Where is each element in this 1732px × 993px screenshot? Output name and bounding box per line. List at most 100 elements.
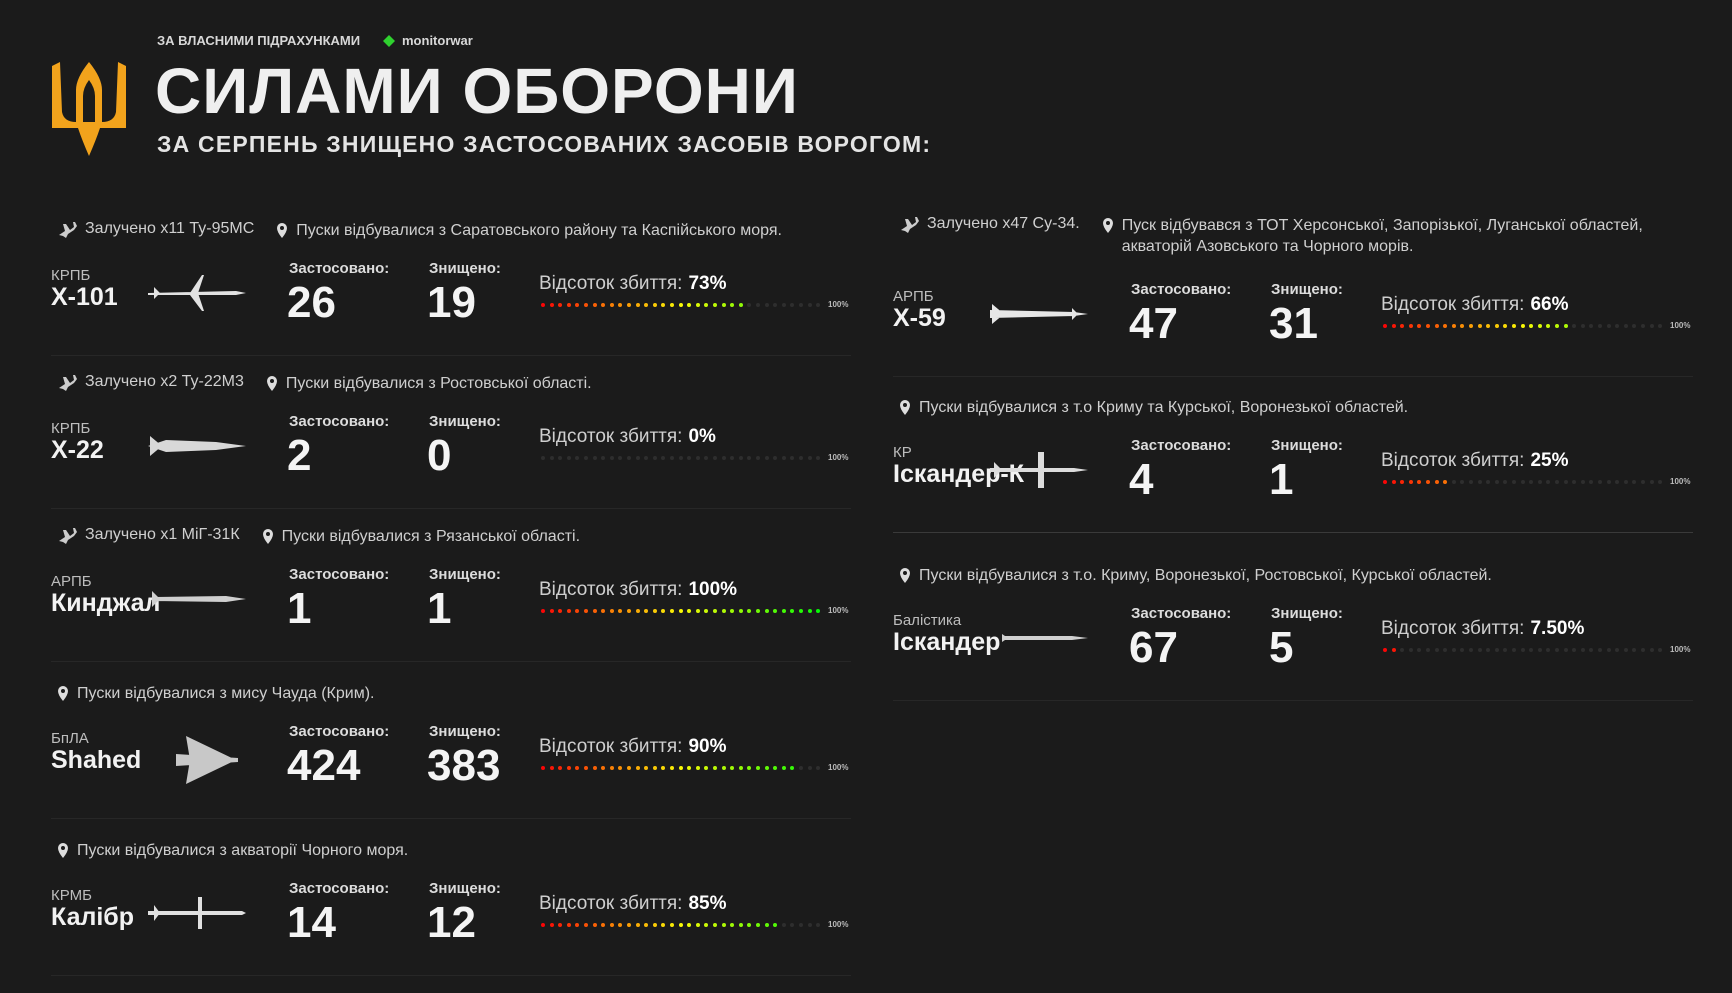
rate-dot-empty xyxy=(541,456,545,460)
rate-dot xyxy=(747,923,752,927)
weapon-icon xyxy=(146,273,248,326)
rate-dot xyxy=(695,609,700,613)
rate-dot xyxy=(566,766,571,770)
rate-dot xyxy=(747,766,752,770)
scale-label: 100% xyxy=(828,920,849,929)
rate-dot xyxy=(1400,480,1405,484)
rate-dot xyxy=(661,609,666,613)
rate-dot xyxy=(644,923,649,927)
source: monitorwar xyxy=(402,33,473,48)
rate-dot xyxy=(1383,648,1387,652)
rate-dot-empty xyxy=(1580,648,1585,652)
item-header: Залучено х47 Су-34. Пуск відбувався з ТОТ… xyxy=(899,215,1712,257)
launch: Пуск відбувався з ТОТ Херсонської, Запор… xyxy=(1121,217,1643,255)
rate-dot xyxy=(575,923,580,927)
rate-dot xyxy=(799,609,803,613)
rate-dot-empty xyxy=(652,456,657,460)
rate-dot-empty xyxy=(1563,480,1568,484)
rate-dot-empty xyxy=(1503,648,1508,652)
rate-dot xyxy=(652,609,657,613)
rate-dot xyxy=(790,609,795,613)
pin-icon xyxy=(57,842,69,864)
rate-dot-empty xyxy=(790,303,795,307)
rate-dot-empty xyxy=(1469,648,1473,652)
rate-dot xyxy=(704,923,709,927)
rate-dot-empty xyxy=(1572,648,1577,652)
rate-dot-empty xyxy=(1451,480,1456,484)
rate-dot xyxy=(549,609,554,613)
rate-dot xyxy=(1426,480,1430,484)
destroyed-label: Знищено: xyxy=(429,260,501,277)
weapon-name: Іскандер xyxy=(893,628,1001,656)
rate-dot xyxy=(1417,480,1422,484)
rate-dot-empty xyxy=(1641,648,1645,652)
carrier: Залучено х47 Су-34. xyxy=(927,215,1080,232)
destroyed-value: 12 xyxy=(427,898,476,947)
rate-dot xyxy=(627,766,631,770)
rate-dot xyxy=(1451,324,1456,328)
rate: Відсоток збиття: 90% xyxy=(539,736,727,758)
rate-dot-empty xyxy=(609,456,614,460)
weapon-class: КРМБ xyxy=(51,887,92,904)
carrier: Залучено х2 Ту-22М3 xyxy=(85,373,244,390)
rate-dot-empty xyxy=(1546,480,1551,484)
rate-dot-empty xyxy=(807,456,812,460)
rate-dot xyxy=(609,923,614,927)
rate-dot xyxy=(1477,324,1482,328)
rate-dot-empty xyxy=(799,456,803,460)
separator xyxy=(51,818,851,819)
rate-dot xyxy=(584,303,588,307)
rate: Відсоток збиття: 73% xyxy=(539,273,727,295)
rate-dot-empty xyxy=(807,766,812,770)
rate-dot xyxy=(1546,324,1551,328)
rate-dot xyxy=(1563,324,1568,328)
scale-label: 100% xyxy=(1670,645,1691,654)
rate-dot-empty xyxy=(644,456,649,460)
trident-logo xyxy=(52,62,126,156)
item-header: Залучено х2 Ту-22М3 Пуски відбувалися з Р… xyxy=(57,373,592,397)
rate-dot xyxy=(592,923,597,927)
used-value: 47 xyxy=(1129,299,1178,348)
rate-dot xyxy=(1503,324,1508,328)
rate-dot xyxy=(713,766,717,770)
rate-dot-empty xyxy=(1580,324,1585,328)
rate-dot xyxy=(661,303,666,307)
weapon-class: АРПБ xyxy=(893,288,934,305)
used-label: Застосовано: xyxy=(289,260,390,277)
rate-dot-empty xyxy=(1563,648,1568,652)
rate-dot xyxy=(670,303,674,307)
weapon-class: КРПБ xyxy=(51,420,91,437)
carrier: Залучено х11 Ту-95МС xyxy=(85,220,255,237)
rate-dot xyxy=(652,923,657,927)
used-value: 2 xyxy=(287,431,312,480)
item-header: Пуски відбувалися з т.о. Криму, Воронезь… xyxy=(899,565,1492,589)
rate: Відсоток збиття: 100% xyxy=(539,579,737,601)
destroyed-label: Знищено: xyxy=(429,566,501,583)
kicker: ЗА ВЛАСНИМИ ПІДРАХУНКАМИ xyxy=(157,33,361,48)
rate-dot xyxy=(584,609,588,613)
rate-dot-empty xyxy=(1486,648,1491,652)
rate-dot xyxy=(558,303,563,307)
rate-dot xyxy=(738,609,743,613)
rate-dot-empty xyxy=(1408,648,1413,652)
rate-dot-empty xyxy=(678,456,683,460)
rate-dot xyxy=(558,766,563,770)
rate-dot-empty xyxy=(816,766,821,770)
weapon-name: Іскандер-К xyxy=(893,460,1024,488)
used-label: Застосовано: xyxy=(289,723,390,740)
item-header: Залучено х11 Ту-95МС Пуски відбувалися з … xyxy=(57,220,782,244)
rate-label: Відсоток збиття: xyxy=(539,426,683,447)
rate-dot xyxy=(738,923,743,927)
destroyed-label: Знищено: xyxy=(1271,605,1343,622)
rate-dot xyxy=(721,923,726,927)
rate-dot-empty xyxy=(601,456,606,460)
rate-dot xyxy=(558,609,563,613)
rate-dot-empty xyxy=(687,456,692,460)
rate-value: 100% xyxy=(688,579,738,600)
rate-dot xyxy=(584,766,588,770)
rate-dot-empty xyxy=(799,766,803,770)
rate-dot-empty xyxy=(730,456,735,460)
rate-dot xyxy=(773,766,778,770)
rate-dot-empty xyxy=(661,456,666,460)
